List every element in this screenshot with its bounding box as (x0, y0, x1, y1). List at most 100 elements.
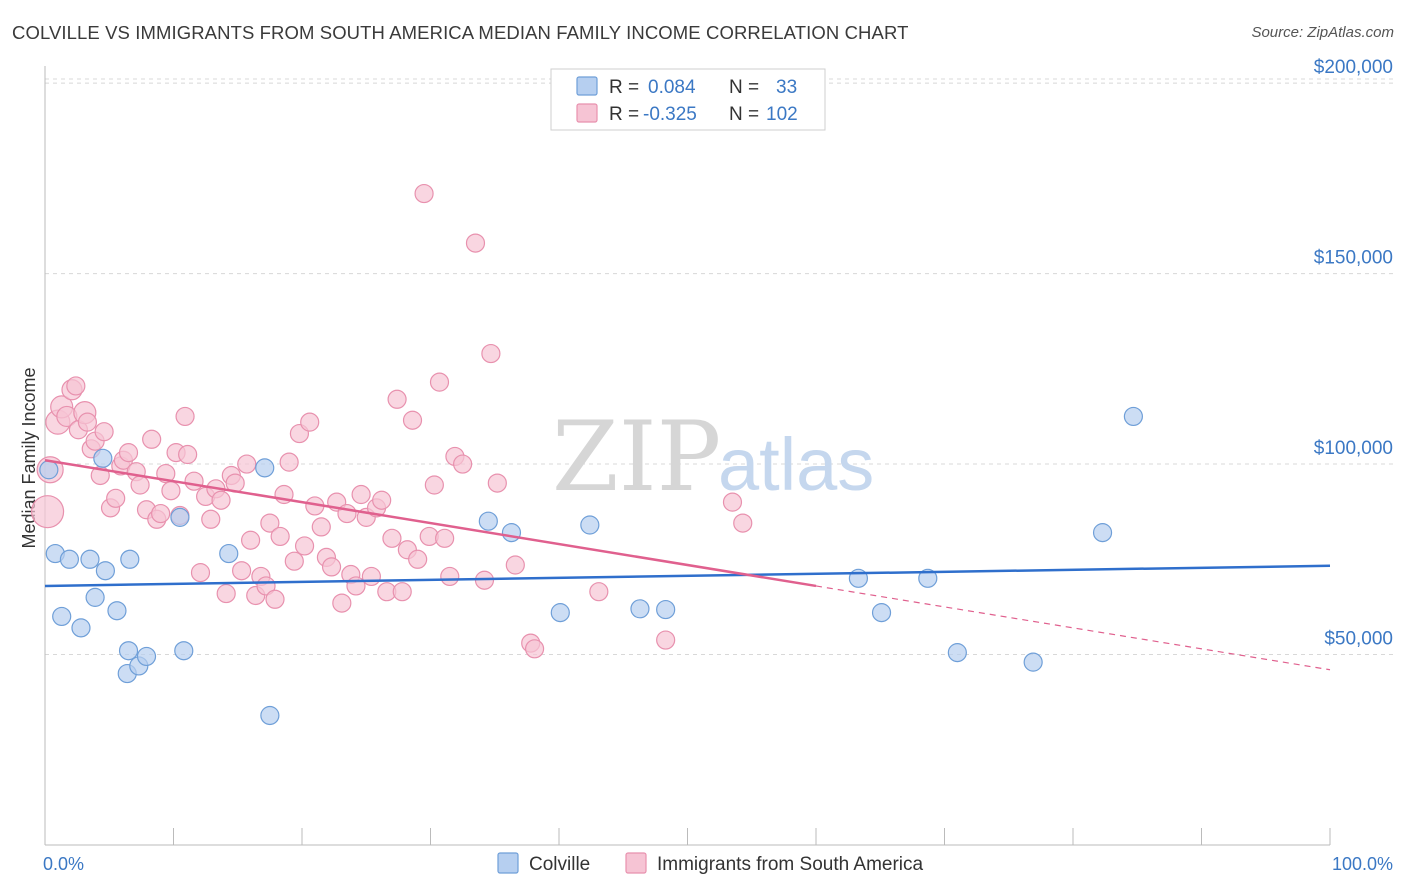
data-point-pink (465, 233, 486, 253)
watermark: ZIP atlas (552, 401, 874, 513)
legend-n-label: N = (729, 104, 759, 125)
data-point-pink (178, 444, 198, 465)
data-point-pink (346, 576, 366, 596)
trend-line-extension-pink (815, 585, 1331, 671)
data-point-blue (260, 705, 280, 726)
data-point-blue (80, 549, 100, 569)
legend-swatch-blue (576, 76, 598, 96)
data-point-pink (387, 389, 407, 409)
data-point-blue (71, 618, 91, 638)
correlation-legend: R = 0.084 N = 33 R = -0.325 N = 102 (550, 68, 826, 131)
legend-n-value: 33 (776, 77, 797, 98)
series-legend-swatch-immigrants (625, 852, 647, 874)
data-point-pink (201, 509, 221, 529)
data-point-pink (142, 429, 162, 449)
data-point-blue (39, 460, 59, 480)
data-point-pink (361, 566, 381, 587)
y-tick-label: $100,000 (1314, 438, 1393, 459)
data-point-pink (487, 473, 507, 493)
data-point-pink (453, 454, 473, 474)
data-point-pink (382, 528, 402, 548)
data-point-pink (30, 495, 65, 529)
data-point-pink (656, 630, 676, 650)
y-tick-label: $200,000 (1314, 57, 1393, 78)
data-point-blue (580, 515, 600, 535)
data-point-pink (106, 488, 126, 508)
data-point-pink (284, 551, 304, 571)
data-point-pink (237, 454, 257, 474)
data-point-blue (95, 561, 115, 581)
legend-r-value: -0.325 (643, 104, 697, 125)
data-point-pink (351, 484, 371, 505)
trend-lines (44, 459, 1331, 671)
data-point-blue (550, 603, 570, 623)
legend-n-label: N = (729, 77, 759, 98)
data-point-pink (733, 513, 753, 533)
data-point-blue (118, 641, 139, 661)
data-point-pink (402, 410, 423, 430)
data-points (30, 183, 1143, 726)
data-point-pink (77, 412, 98, 432)
data-point-blue (170, 507, 190, 527)
data-point-pink (265, 589, 285, 609)
data-point-pink (481, 343, 501, 364)
data-point-blue (1023, 652, 1043, 672)
legend-n-value: 102 (766, 104, 798, 125)
series-legend-label-colville: Colville (529, 854, 590, 875)
data-point-blue (656, 599, 676, 620)
data-point-pink (321, 557, 342, 577)
x-tick-labels: 0.0% 100.0% (43, 854, 1393, 874)
data-point-blue (107, 601, 127, 621)
y-tick-label: $150,000 (1314, 248, 1393, 269)
data-point-blue (59, 549, 80, 569)
chart-source: Source: ZipAtlas.com (1251, 24, 1394, 41)
series-legend-swatch-colville (497, 852, 519, 874)
data-point-blue (478, 511, 498, 531)
trend-line-blue (44, 564, 1331, 588)
series-legend: Colville Immigrants from South America (497, 852, 924, 875)
data-point-pink (589, 582, 609, 602)
data-point-blue (947, 643, 967, 663)
data-point-pink (66, 376, 86, 396)
y-tick-labels: $50,000 $100,000 $150,000 $200,000 (1314, 57, 1393, 649)
data-point-blue (1092, 523, 1113, 543)
data-point-pink (184, 471, 204, 491)
y-tick-label: $50,000 (1324, 629, 1393, 650)
data-point-pink (279, 452, 299, 472)
data-point-blue (219, 543, 239, 564)
legend-r-label: R = (609, 77, 639, 98)
data-point-blue (918, 568, 938, 588)
data-point-blue (255, 458, 275, 478)
data-point-pink (722, 492, 743, 512)
data-point-blue (93, 448, 113, 468)
data-point-blue (120, 549, 140, 569)
data-point-pink (300, 412, 320, 432)
watermark-atlas: atlas (718, 423, 874, 506)
trend-line-pink (44, 459, 817, 588)
data-point-pink (151, 503, 171, 524)
data-point-pink (505, 555, 525, 575)
data-point-pink (392, 582, 412, 602)
data-point-pink (440, 566, 460, 587)
data-point-pink (241, 530, 261, 550)
x-tick-label-start: 0.0% (43, 854, 84, 874)
legend-r-value: 0.084 (648, 77, 696, 98)
data-point-pink (94, 422, 114, 442)
data-point-pink (424, 475, 444, 495)
data-point-pink (372, 490, 392, 510)
data-point-pink (161, 481, 181, 501)
data-point-blue (871, 603, 892, 623)
data-point-pink (118, 443, 139, 463)
data-point-blue (85, 587, 105, 607)
data-point-blue (52, 606, 72, 627)
data-point-blue (501, 523, 522, 543)
legend-swatch-pink (576, 103, 598, 123)
data-point-pink (216, 583, 236, 604)
chart-title: COLVILLE VS IMMIGRANTS FROM SOUTH AMERIC… (12, 22, 909, 43)
watermark-zip: ZIP (552, 401, 721, 513)
data-point-pink (524, 639, 545, 659)
data-point-pink (211, 490, 231, 510)
data-point-blue (136, 646, 157, 667)
data-point-pink (429, 372, 450, 392)
data-point-pink (270, 526, 290, 547)
